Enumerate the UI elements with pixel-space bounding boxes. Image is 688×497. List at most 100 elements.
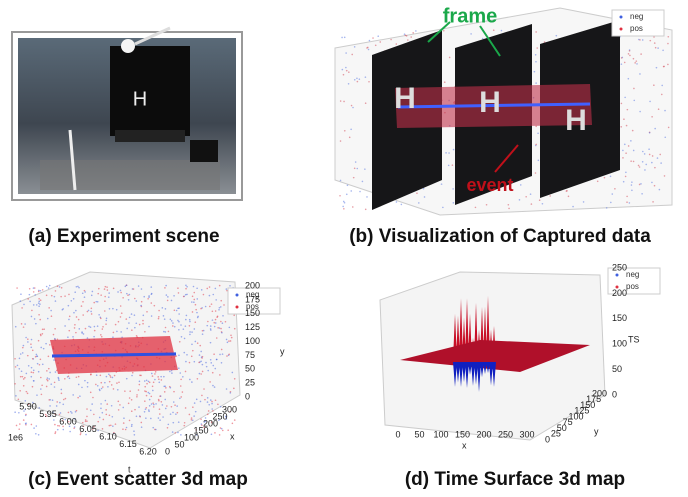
tick-label: 0: [545, 434, 550, 444]
dot: [61, 389, 63, 391]
dot: [150, 286, 152, 288]
dot: [128, 322, 130, 324]
dot: [189, 331, 191, 333]
dot: [632, 130, 634, 132]
dot: [94, 330, 96, 332]
dot: [136, 396, 138, 398]
dot: [49, 372, 51, 374]
dot: [85, 419, 87, 421]
dot: [449, 57, 451, 59]
dot: [220, 321, 222, 323]
dot: [23, 378, 25, 380]
dot: [657, 157, 659, 159]
dot: [212, 319, 214, 321]
dot: [667, 64, 669, 66]
dot: [165, 387, 167, 389]
dot: [165, 285, 167, 287]
dot: [134, 298, 136, 300]
dot: [131, 425, 133, 427]
dot: [91, 403, 93, 405]
dot: [633, 88, 635, 90]
dot: [104, 288, 106, 290]
dot: [104, 310, 106, 312]
dot: [340, 140, 342, 142]
dot: [639, 111, 641, 113]
dot: [209, 286, 211, 288]
dot: [158, 318, 160, 320]
dot: [168, 331, 170, 333]
dot: [197, 316, 199, 318]
tick-label: 50: [414, 429, 424, 439]
dot: [78, 319, 80, 321]
dot: [664, 110, 666, 112]
dot: [172, 325, 174, 327]
dot: [133, 288, 135, 290]
dot: [149, 381, 151, 383]
dot: [112, 425, 114, 427]
dot: [649, 40, 651, 42]
dot: [621, 63, 623, 65]
dot: [94, 326, 96, 328]
dot: [144, 331, 146, 333]
dot: [38, 298, 40, 300]
dot: [166, 405, 168, 407]
dot: [74, 324, 76, 326]
dot: [40, 347, 42, 349]
dot: [410, 36, 412, 38]
dot: [48, 399, 50, 401]
dot: [200, 401, 202, 403]
dot: [14, 383, 16, 385]
dot: [99, 390, 101, 392]
dot: [171, 300, 173, 302]
dot: [218, 309, 220, 311]
dot: [76, 286, 78, 288]
dot: [164, 391, 166, 393]
dot: [354, 79, 356, 81]
dot: [205, 362, 207, 364]
dot: [40, 388, 42, 390]
dot: [651, 182, 653, 184]
dot: [204, 399, 206, 401]
dot: [230, 334, 232, 336]
dot: [227, 342, 229, 344]
dot: [620, 126, 622, 128]
dot: [31, 371, 33, 373]
dot: [43, 328, 45, 330]
dot: [202, 364, 204, 366]
dot: [145, 417, 147, 419]
dot: [146, 311, 148, 313]
dot: [172, 412, 174, 414]
dot: [74, 291, 76, 293]
dot: [83, 333, 85, 335]
dot: [210, 342, 212, 344]
dot: [630, 160, 632, 162]
dot: [113, 332, 115, 334]
dot: [159, 413, 161, 415]
dot: [37, 363, 39, 365]
dot: [98, 314, 100, 316]
dot: [21, 323, 23, 325]
dot: [221, 349, 223, 351]
dot: [38, 291, 40, 293]
dot: [140, 305, 142, 307]
dot: [642, 151, 644, 153]
dot: [85, 421, 87, 423]
dot: [350, 190, 352, 192]
dot: [59, 414, 61, 416]
dot: [178, 292, 180, 294]
dot: [24, 377, 26, 379]
dot: [348, 71, 350, 73]
dot: [59, 286, 61, 288]
dot: [46, 370, 48, 372]
dot: [109, 425, 111, 427]
dot: [158, 310, 160, 312]
dot: [20, 353, 22, 355]
dot: [191, 301, 193, 303]
dot: [180, 396, 182, 398]
dot: [119, 404, 121, 406]
dot: [54, 433, 56, 435]
dot: [648, 148, 650, 150]
dot: [23, 304, 25, 306]
dot: [539, 199, 541, 201]
dot: [49, 405, 51, 407]
